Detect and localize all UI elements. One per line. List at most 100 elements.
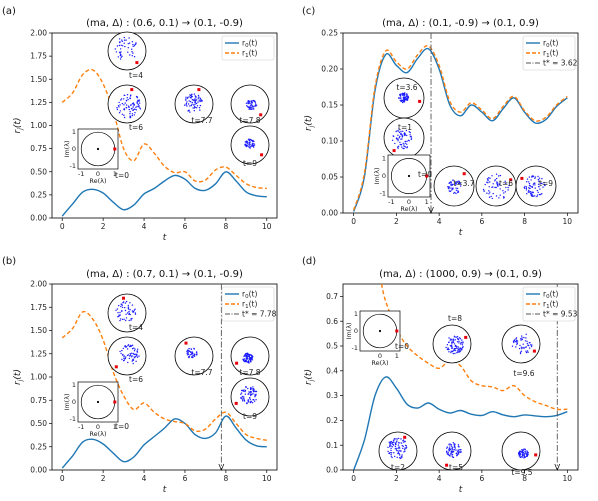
eigen-dot [132,103,134,105]
inset-y-tick: -1 [70,415,76,423]
eigen-dot [524,453,526,455]
eigen-dot [518,455,520,457]
eigen-dot [127,51,129,53]
eigen-dot [243,397,245,400]
eigen-dot [397,146,399,148]
red-marker [184,341,188,345]
eigen-dot [246,141,248,143]
eigen-dot [514,340,517,343]
eigen-dot [398,449,400,452]
eigen-dot [242,358,244,360]
legend-rest: (t) [550,49,559,58]
eigen-dot [534,184,536,186]
eigen-dot [250,108,252,110]
eigen-dot [128,37,130,39]
x-tick-label: 4 [437,474,442,483]
eigen-dot [127,344,130,346]
eigen-dot [540,193,542,196]
inset-eigen-t-3p6: t=3.6 [383,77,425,119]
eigen-dot [118,304,120,307]
eigen-dot [402,447,404,450]
eigen-dot [528,181,530,183]
eigen-dot [390,455,392,457]
eigen-dot [196,354,198,356]
eigen-dot [137,103,139,106]
eigen-dot [405,447,407,449]
eigen-dot [404,146,407,148]
eigen-dot [398,457,401,459]
eigen-dot [253,143,255,145]
eigen-dot [460,348,462,350]
eigen-dot [244,390,246,393]
legend-entry: r1(t) [242,300,257,311]
inset-y-tick: 1 [382,154,386,162]
eigen-dot [124,309,127,312]
eigen-dot [135,95,138,98]
eigen-dot [189,111,191,113]
x-tick-label: 6 [479,474,484,483]
eigen-dot [398,437,400,440]
y-tick-label: 2.00 [30,29,47,38]
inset-eigen-t-1: t=1 [383,117,425,159]
eigen-dot [523,336,525,339]
y-tick-label: 1.75 [30,52,47,61]
eigen-dot [531,192,533,194]
eigen-dot [133,114,135,116]
eigen-dot [119,110,122,112]
eigen-dot [462,341,464,343]
eigen-dot [448,454,451,457]
panel-c: (c) (ma, Δ) : (0.1, -0.9) → (0.1, 0.9) 0 2 4… [302,6,579,238]
eigen-dot [252,399,254,401]
eigen-dot [523,448,525,450]
eigen-dot [242,390,244,392]
eigen-dot [447,348,449,350]
eigen-dot [531,186,533,188]
eigen-dot [253,400,256,402]
inset-circle [230,336,270,376]
eigen-dot [526,350,529,352]
eigen-dot [452,187,454,189]
eigen-dot [247,144,249,146]
eigen-dot [132,45,134,48]
eigen-dot [189,105,191,107]
x-tick-label: 4 [142,222,147,231]
inset-circle [174,84,214,124]
eigen-dot [486,192,488,194]
eigen-dot [188,350,190,352]
eigen-dot [190,104,193,107]
eigen-dot [121,304,123,306]
eigen-dot [115,309,117,311]
eigen-dot [194,102,196,104]
eigen-dot [532,191,534,193]
eigen-dot [248,101,250,103]
eigen-dot [539,188,541,190]
red-marker [260,153,264,157]
eigen-dot [137,348,139,350]
eigen-dot [404,142,406,145]
inset-eigen-t-7p7: t=7.7 [174,336,214,377]
eigen-dot [406,134,408,137]
inset-origin-dot [407,174,411,178]
eigen-dot [406,143,408,145]
eigen-dot [132,362,134,365]
eigen-dot [447,347,449,349]
eigen-dot [121,358,123,361]
eigen-dot [512,340,515,342]
eigen-dot [504,180,506,182]
eigen-dot [121,306,124,309]
eigen-dot [124,306,126,309]
eigen-dot [530,345,533,348]
inset-y-tick: -1 [352,344,358,352]
x-axis-label: t [459,485,463,495]
y-axis-label: rj(t) [304,115,315,131]
eigen-dot [522,346,524,349]
eigen-dot [131,48,133,50]
eigen-dot [488,186,490,188]
eigen-dot [187,103,190,105]
eigen-dot [123,116,126,119]
eigen-dot [453,192,455,194]
y-axis-label: rj(t) [304,369,315,385]
inset-eigen-t-5: t=5 [432,431,472,472]
eigen-dot [527,351,529,353]
eigen-dot [248,353,250,356]
